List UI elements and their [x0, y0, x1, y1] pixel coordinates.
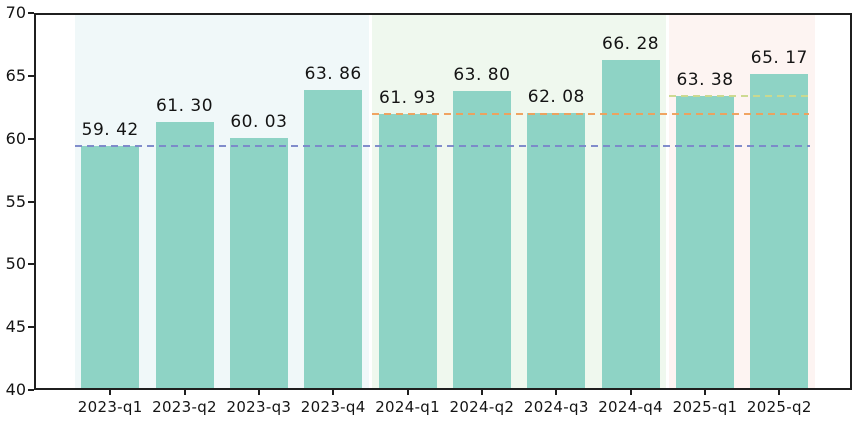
x-axis-tick	[629, 390, 632, 395]
y-axis-tick	[28, 12, 34, 14]
x-tick-label-2024-q4: 2024-q4	[598, 398, 663, 416]
bar-value-label-2023-q4: 63. 86	[304, 64, 362, 85]
x-axis-tick	[480, 390, 483, 395]
y-tick-label: 60	[5, 128, 26, 148]
y-tick-label: 45	[5, 317, 26, 337]
x-tick-label-2023-q2: 2023-q2	[152, 398, 217, 416]
y-tick-label: 55	[5, 191, 26, 211]
bar-2023-q1	[81, 146, 140, 388]
bar-value-label-2024-q4: 66. 28	[602, 33, 660, 54]
y-axis-tick	[28, 137, 34, 140]
bar-value-label-2025-q2: 65. 17	[750, 47, 808, 68]
y-axis-tick	[28, 74, 34, 77]
reference-line-2024-q1-level	[371, 113, 810, 116]
bar-2023-q4	[304, 90, 363, 388]
y-tick-label: 50	[5, 254, 26, 274]
x-tick-label-2024-q1: 2024-q1	[375, 398, 440, 416]
bar-value-label-2023-q2: 61. 30	[155, 96, 214, 117]
reference-line-2023-q1-level	[74, 145, 810, 147]
y-axis-tick	[28, 200, 34, 203]
bar-2024-q4	[601, 59, 660, 388]
x-axis-tick	[555, 390, 558, 395]
bar-value-label-2025-q1: 63. 38	[676, 70, 734, 91]
x-tick-label-2024-q3: 2024-q3	[523, 398, 589, 416]
y-tick-label: 40	[5, 380, 26, 399]
y-tick-label: 70	[5, 3, 26, 22]
bar-value-label-2024-q3: 62. 08	[527, 86, 585, 107]
bar-value-label-2023-q1: 59. 42	[81, 120, 139, 140]
bar-2024-q3	[527, 112, 586, 388]
bar-2023-q3	[229, 138, 288, 388]
y-axis-tick	[28, 389, 34, 391]
reference-line-2025-q1-level	[669, 95, 810, 98]
x-tick-label-2023-q3: 2023-q3	[226, 398, 292, 416]
bar-value-label-2023-q3: 60. 03	[230, 112, 288, 133]
x-tick-label-2023-q1: 2023-q1	[77, 398, 143, 416]
x-tick-label-2023-q4: 2023-q4	[300, 398, 366, 416]
bar-value-label-2024-q2: 63. 80	[453, 64, 511, 85]
x-tick-label-2025-q1: 2025-q1	[672, 398, 738, 416]
bar-2024-q1	[378, 114, 437, 388]
x-tick-label-2024-q2: 2024-q2	[449, 398, 515, 416]
y-tick-label: 65	[5, 65, 26, 85]
bar-value-label-2024-q1: 61. 93	[379, 88, 437, 109]
x-axis-tick	[183, 390, 186, 395]
x-axis-tick	[332, 390, 335, 395]
y-axis-tick	[28, 263, 34, 266]
bar-2023-q2	[155, 122, 214, 388]
x-axis-tick	[704, 390, 706, 395]
x-axis-tick	[778, 390, 781, 395]
bar-2024-q2	[452, 90, 511, 388]
y-axis-tick	[28, 326, 34, 329]
x-axis-tick	[257, 390, 260, 395]
bar-2025-q2	[750, 73, 809, 388]
x-tick-label-2025-q2: 2025-q2	[746, 398, 812, 416]
x-axis-tick	[406, 390, 409, 395]
bar-2025-q1	[676, 96, 734, 388]
x-axis-tick	[109, 390, 112, 395]
